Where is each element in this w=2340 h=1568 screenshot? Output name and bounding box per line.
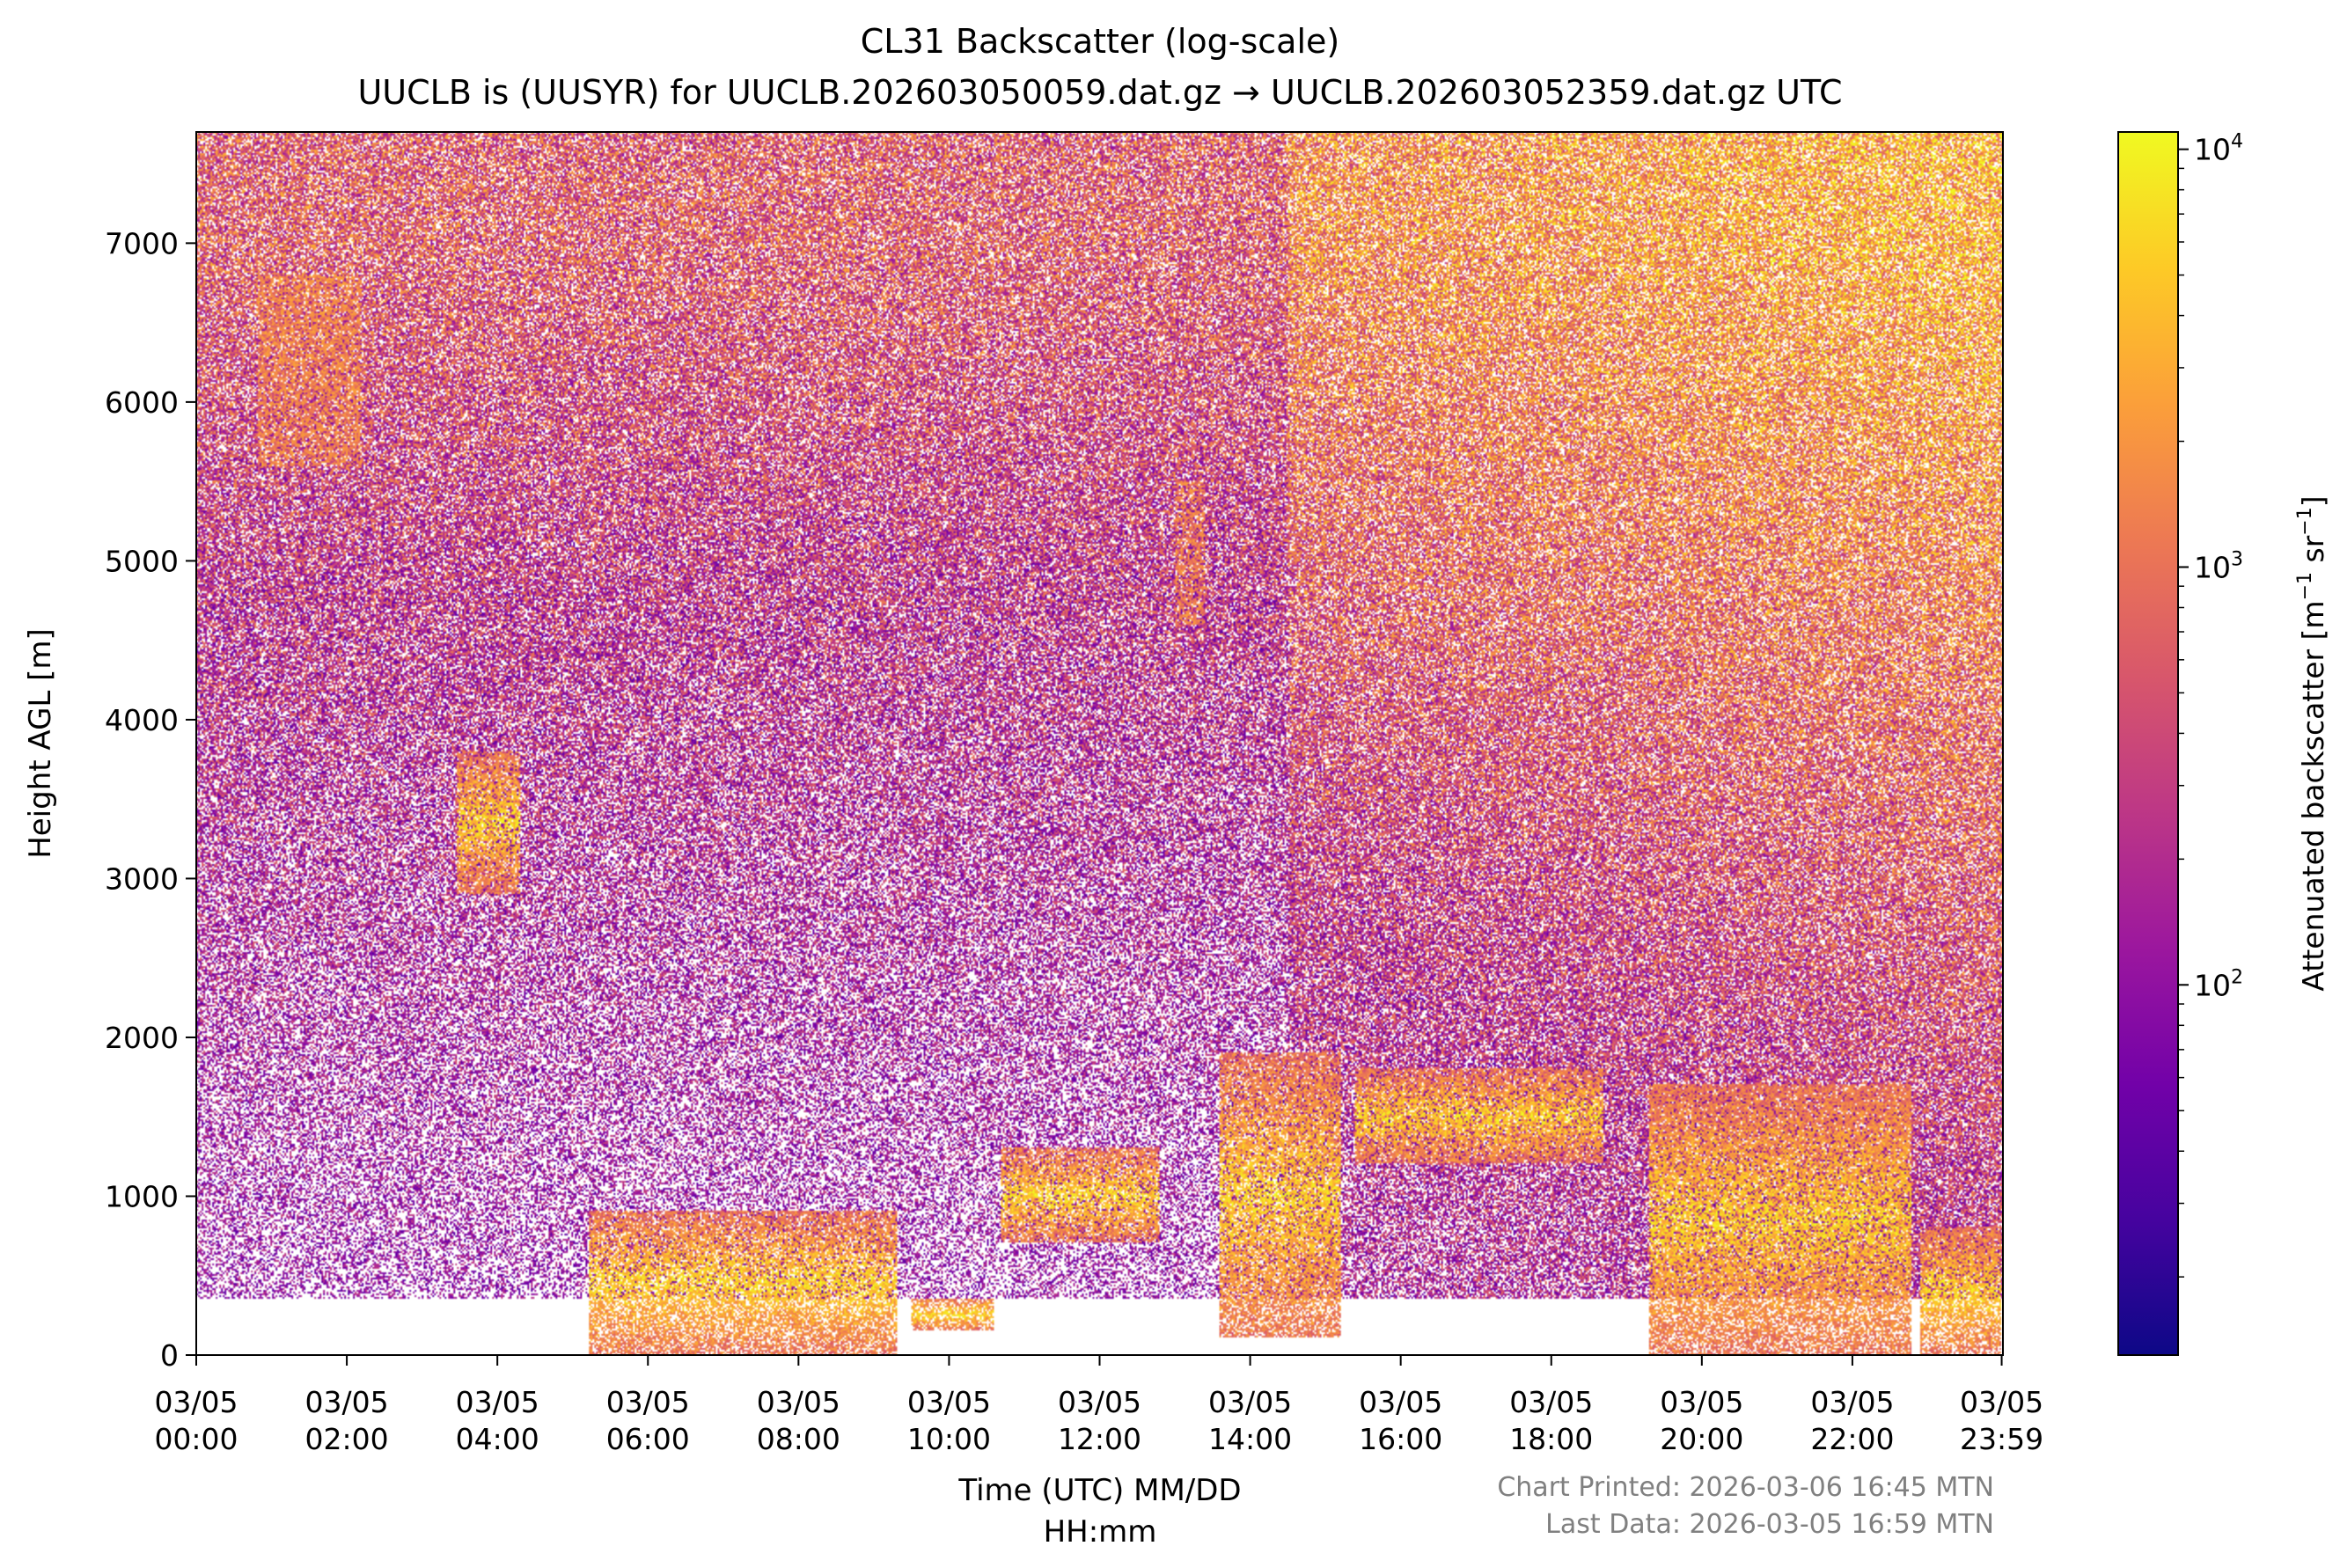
x-tick-time-label: 20:00 [1660,1422,1743,1456]
x-tick-date-label: 03/05 [456,1385,539,1419]
backscatter-heatmap [196,132,2003,1355]
chart-title: CL31 Backscatter (log-scale) [861,22,1339,61]
chart-subtitle: UUCLB is (UUSYR) for UUCLB.202603050059.… [357,73,1842,112]
x-tick-date-label: 03/05 [1810,1385,1894,1419]
x-tick-date-label: 03/05 [757,1385,840,1419]
x-axis: 03/0500:0003/0502:0003/0504:0003/0506:00… [154,1355,2043,1456]
colorbar-frame [2117,131,2179,1356]
x-tick-time-label: 12:00 [1058,1422,1141,1456]
y-tick-label: 7000 [105,226,179,260]
x-tick-time-label: 18:00 [1509,1422,1593,1456]
colorbar-label: Attenuated backscatter [m−1 sr−1] [2294,495,2330,991]
y-tick-label: 0 [160,1338,179,1373]
x-tick-date-label: 03/05 [1509,1385,1593,1419]
x-tick-date-label: 03/05 [1208,1385,1292,1419]
last-data-note: Last Data: 2026-03-05 16:59 MTN [1545,1509,1994,1540]
colorbar-tick-label: 102 [2194,966,2243,1002]
chart-printed-note: Chart Printed: 2026-03-06 16:45 MTN [1497,1472,1994,1503]
x-tick-time-label: 22:00 [1810,1422,1894,1456]
colorbar-tick-label: 103 [2194,548,2243,584]
x-tick-date-label: 03/05 [1359,1385,1442,1419]
colorbar-fill [2118,132,2178,1355]
y-axis: 0 1000 2000 3000 4000 5000 6000 7000 [105,226,196,1373]
plot-area [195,131,2004,1356]
x-tick-time-label: 06:00 [606,1422,690,1456]
x-tick-time-label: 14:00 [1208,1422,1292,1456]
colorbar-tick-label: 104 [2194,131,2243,167]
x-tick-time-label: 10:00 [907,1422,991,1456]
x-tick-time-label: 16:00 [1359,1422,1442,1456]
x-tick-time-label: 02:00 [305,1422,389,1456]
colorbar: 102 103 104 Attenuated backscatter [m−1 sr… [2117,131,2330,1356]
colorbar-ticks: 102 103 104 [2178,131,2243,1278]
x-tick-time-label: 23:59 [1960,1422,2043,1456]
x-tick-date-label: 03/05 [1660,1385,1743,1419]
x-tick-time-label: 04:00 [456,1422,539,1456]
y-axis-label: Height AGL [m] [23,628,58,859]
x-tick-time-label: 08:00 [757,1422,840,1456]
y-tick-label: 2000 [105,1021,179,1055]
y-tick-label: 5000 [105,544,179,578]
y-tick-label: 6000 [105,385,179,420]
x-tick-date-label: 03/05 [154,1385,238,1419]
x-axis-label-line1: Time (UTC) MM/DD [957,1473,1241,1508]
x-tick-date-label: 03/05 [1960,1385,2043,1419]
x-tick-date-label: 03/05 [907,1385,991,1419]
y-tick-label: 3000 [105,861,179,896]
x-tick-date-label: 03/05 [305,1385,389,1419]
x-tick-date-label: 03/05 [1058,1385,1141,1419]
x-tick-date-label: 03/05 [606,1385,690,1419]
y-tick-label: 4000 [105,703,179,737]
x-axis-label-line2: HH:mm [1044,1514,1157,1550]
y-tick-label: 1000 [105,1179,179,1213]
x-tick-time-label: 00:00 [154,1422,238,1456]
